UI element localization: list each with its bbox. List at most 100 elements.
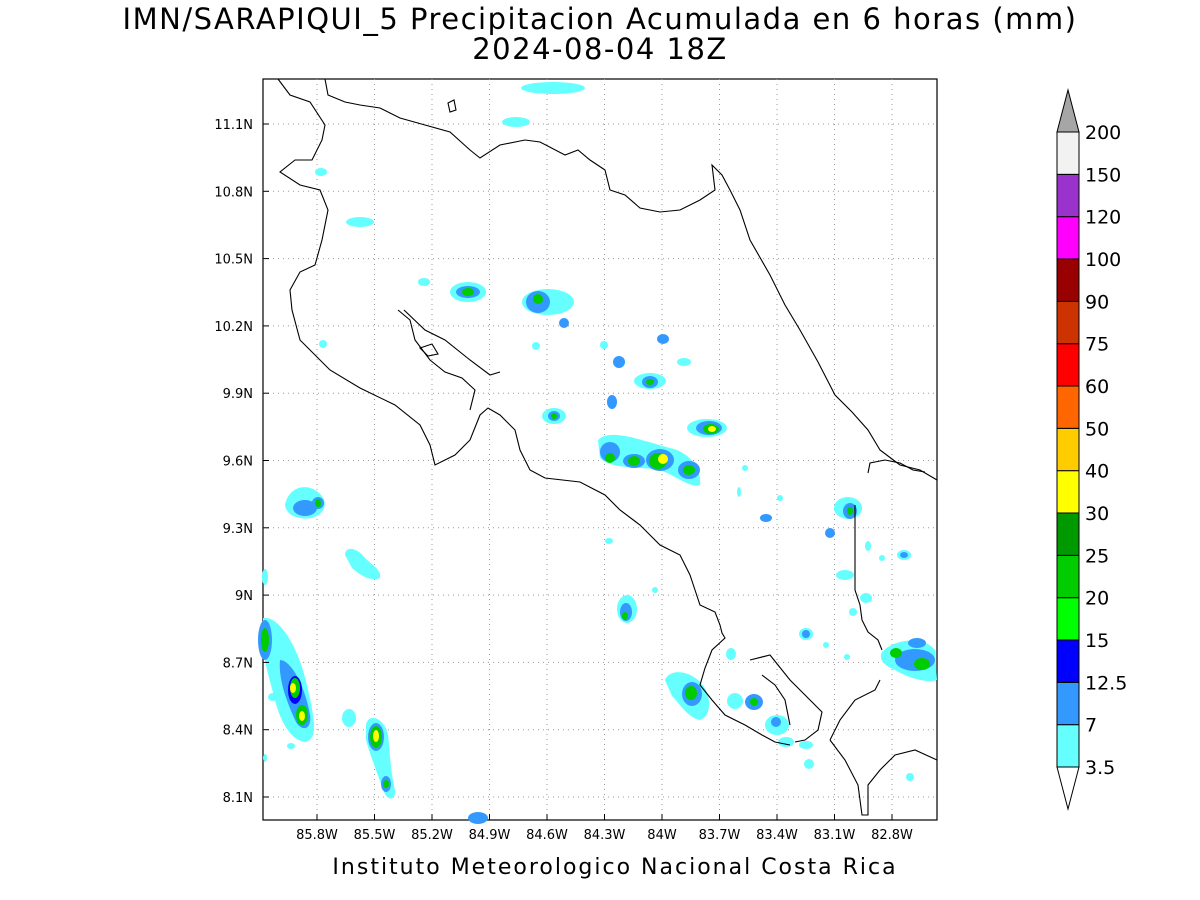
precip-area [342, 709, 356, 727]
colorbar-label: 15 [1085, 630, 1109, 652]
map-datetime: 2024-08-04 18Z [472, 32, 728, 66]
precip-area [677, 358, 691, 366]
colorbar-label: 50 [1085, 418, 1109, 440]
colorbar-label: 75 [1085, 334, 1109, 356]
lon-tick-label: 83.1W [814, 828, 856, 843]
lat-tick-label: 8.4N [223, 724, 253, 739]
precip-area [418, 278, 430, 286]
precip-area [760, 514, 772, 522]
colorbar-label: 30 [1085, 503, 1109, 525]
footer-credit: Instituto Meteorologico Nacional Costa R… [332, 855, 898, 880]
colorbar-label: 200 [1085, 122, 1121, 144]
precip-area [502, 117, 530, 127]
precip-area [657, 334, 669, 344]
precip-area [268, 693, 278, 701]
precip-area [844, 654, 850, 660]
lon-tick-label: 85.5W [354, 828, 396, 843]
precip-area [607, 395, 617, 409]
precip-area [346, 217, 374, 227]
colorbar-segment [1056, 216, 1080, 260]
colorbar-label: 150 [1085, 164, 1121, 186]
precip-area [777, 495, 783, 501]
lon-tick-label: 84.9W [469, 828, 511, 843]
colorbar-label: 20 [1085, 588, 1109, 610]
precip-area [708, 426, 716, 432]
precip-area [658, 454, 668, 464]
lat-tick-label: 8.7N [223, 656, 253, 671]
precip-area [683, 465, 695, 475]
axis-ticks: 85.8W 85.5W 85.2W 84.9W 84.6W 84.3W 84W 83.7W 83… [214, 118, 913, 843]
colorbar-label: 25 [1085, 545, 1109, 567]
lon-tick-label: 84W [647, 828, 677, 843]
precip-area [914, 658, 930, 670]
precip-area [462, 288, 474, 296]
colorbar-segment [1056, 681, 1080, 726]
precip-area [900, 552, 908, 558]
precip-area [799, 741, 813, 749]
lon-tick-label: 85.2W [411, 828, 453, 843]
colorbar-segment [1056, 470, 1080, 514]
colorbar-label: 60 [1085, 376, 1109, 398]
precip-area [315, 499, 321, 507]
precip-area [628, 456, 640, 466]
colorbar-segment [1056, 385, 1080, 429]
precip-area [906, 773, 914, 781]
precipitation-field [258, 82, 937, 824]
precip-area [293, 500, 317, 516]
colorbar-label: 12.5 [1085, 672, 1127, 694]
colorbar-segment [1056, 724, 1080, 768]
colorbar-high-arrow [1056, 88, 1080, 133]
lon-tick-label: 83.7W [699, 828, 741, 843]
precip-area [847, 507, 853, 515]
precip-area [622, 612, 628, 620]
lat-tick-label: 10.2N [214, 320, 253, 335]
precip-area [908, 638, 926, 648]
precip-area [287, 743, 295, 749]
precip-area [290, 683, 296, 693]
precip-area [802, 630, 810, 638]
precip-area [737, 487, 741, 497]
precip-area [600, 341, 608, 349]
colorbar-segment [1056, 427, 1080, 472]
precip-area [383, 780, 389, 788]
colorbar-label: 100 [1085, 249, 1121, 271]
precip-area [726, 648, 736, 660]
lon-tick-label: 85.8W [296, 828, 338, 843]
colorbar-segment [1056, 639, 1080, 683]
precip-area [261, 628, 269, 652]
precip-area [373, 730, 379, 742]
lon-tick-label: 84.6W [526, 828, 568, 843]
colorbar-label: 40 [1085, 461, 1109, 483]
colorbar-low-arrow [1056, 766, 1080, 811]
precip-area [778, 737, 794, 747]
coastlines [277, 78, 938, 816]
precip-area [532, 342, 540, 350]
lat-tick-label: 9.3N [223, 522, 253, 537]
precip-area [551, 413, 557, 419]
precip-area [860, 593, 872, 603]
colorbar-label: 7 [1085, 715, 1097, 737]
precip-area [605, 453, 615, 463]
lat-tick-label: 11.1N [214, 118, 253, 133]
colorbar-label: 90 [1085, 291, 1109, 313]
precip-area [685, 686, 697, 700]
precip-area [600, 442, 620, 462]
precip-area [771, 717, 781, 727]
colorbar-segment [1056, 173, 1080, 218]
precip-area [263, 754, 267, 762]
precip-area [319, 340, 327, 348]
lon-tick-label: 82.8W [871, 828, 913, 843]
precip-area [533, 294, 543, 304]
precip-area [315, 168, 327, 176]
precip-area [865, 541, 871, 551]
lat-tick-label: 9.9N [223, 387, 253, 402]
lon-tick-label: 83.4W [756, 828, 798, 843]
precip-area [605, 538, 613, 544]
precip-area [825, 528, 835, 538]
colorbar: 3.5 7 12.5 15 20 25 30 40 50 60 75 90 100 120 150 200 [1056, 88, 1127, 811]
precip-area [890, 648, 902, 658]
precip-area [345, 548, 381, 580]
precip-area [750, 698, 758, 706]
precip-area [613, 356, 625, 368]
colorbar-segment [1056, 131, 1080, 175]
